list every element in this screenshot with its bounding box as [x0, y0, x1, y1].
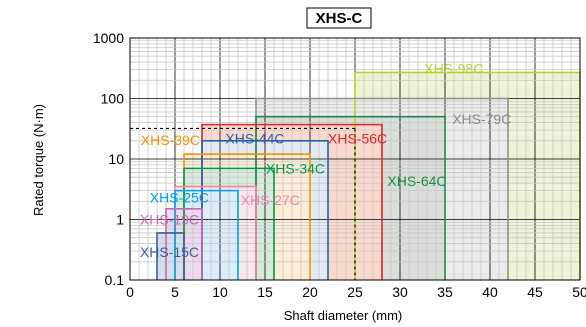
label-xhs-25c: XHS-25C [150, 190, 209, 206]
plot-frame [129, 37, 581, 281]
label-xhs-98c: XHS-98C [424, 60, 483, 76]
x-tick-50: 50 [572, 284, 586, 300]
x-tick-45: 45 [527, 284, 543, 300]
y-tick-1000: 1000 [93, 30, 124, 46]
label-xhs-34c: XHS-34C [266, 160, 325, 176]
outline-xhs-19c [165, 208, 203, 280]
y-tick-labels: 0.1 1 10 100 1000 [93, 30, 124, 288]
label-xhs-56c: XHS-56C [328, 131, 387, 147]
chart-title: XHS-C [316, 10, 363, 27]
chart-title-box [306, 7, 372, 29]
plot-outlines [156, 71, 581, 280]
x-tick-labels: 0 5 10 15 20 25 30 35 40 45 50 [126, 284, 586, 300]
x-tick-30: 30 [392, 284, 408, 300]
plot-fills [157, 72, 580, 281]
x-tick-20: 20 [302, 284, 318, 300]
outline-xhs-34c [183, 167, 275, 280]
label-xhs-44c: XHS-44C [225, 131, 284, 147]
label-xhs-15c: XHS-15C [140, 244, 199, 260]
x-tick-0: 0 [126, 284, 134, 300]
label-xhs-79c: XHS-79C [452, 111, 511, 127]
x-tick-35: 35 [437, 284, 453, 300]
label-xhs-27c: XHS-27C [241, 192, 300, 208]
x-tick-15: 15 [257, 284, 273, 300]
reference-guides [130, 127, 356, 280]
label-xhs-39c: XHS-39C [141, 132, 200, 148]
y-tick-10: 10 [108, 151, 124, 167]
x-tick-10: 10 [212, 284, 228, 300]
outline-xhs-15c [156, 232, 185, 280]
y-axis-label: Rated torque (N·m) [31, 104, 46, 216]
region-xhs-15c [157, 232, 184, 280]
series-labels: XHS-98C XHS-79C XHS-64C XHS-56C XHS-44C XHS-3… [140, 60, 511, 260]
y-tick-100: 100 [101, 91, 125, 107]
y-tick-1: 1 [116, 212, 124, 228]
label-xhs-19c: XHS-19C [140, 212, 199, 228]
y-tick-0.1: 0.1 [105, 272, 125, 288]
x-axis-label: Shaft diameter (mm) [284, 308, 402, 323]
label-xhs-64c: XHS-64C [387, 173, 446, 189]
x-tick-25: 25 [347, 284, 363, 300]
x-tick-5: 5 [171, 284, 179, 300]
outline-xhs-25c [174, 189, 239, 280]
x-tick-40: 40 [482, 284, 498, 300]
